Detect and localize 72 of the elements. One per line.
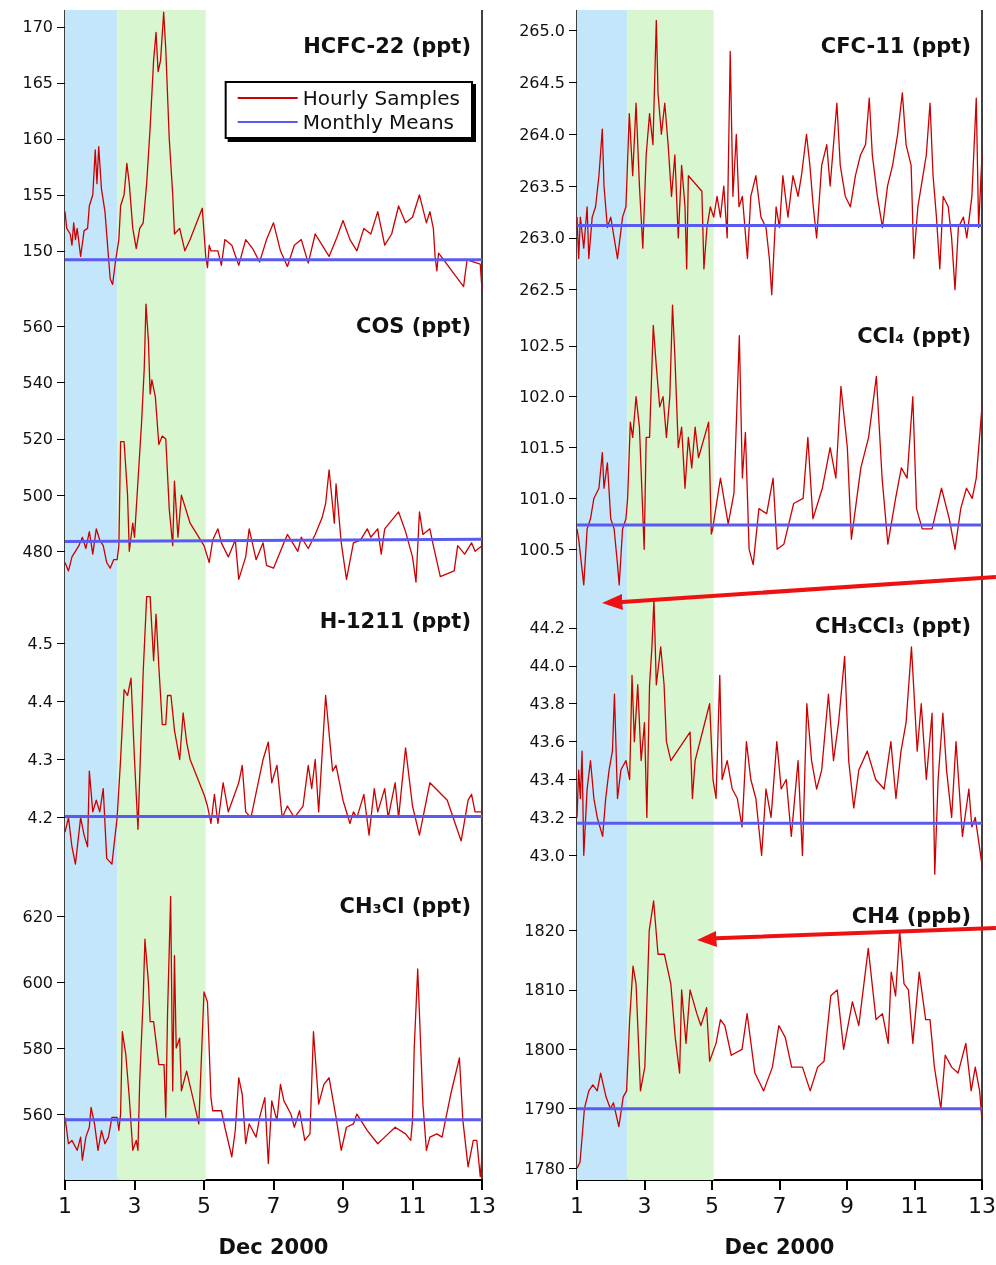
text: CH4 (ppb) (851, 903, 971, 928)
y-tick-label: 480 (22, 541, 53, 561)
x-tick-label: 3 (127, 1192, 142, 1218)
x-tick-label: 11 (900, 1192, 929, 1218)
text: CCl₄ (ppt) (857, 323, 972, 348)
y-tick-label: 43.2 (529, 807, 565, 827)
text: CH₃CCl₃ (ppt) (814, 613, 971, 638)
y-tick-label: 43.0 (529, 845, 565, 865)
x-tick-label: 5 (705, 1192, 719, 1218)
y-tick-label: 265.0 (519, 21, 565, 41)
y-tick-label: 101.5 (519, 438, 565, 458)
x-tick-label: 11 (398, 1192, 427, 1218)
x-tick-label: 3 (637, 1192, 652, 1218)
y-tick-label: 1780 (524, 1158, 565, 1178)
y-tick-label: 44.0 (529, 656, 565, 676)
text: CH₃Cl (ppt) (339, 893, 471, 918)
y-tick-label: 4.3 (27, 749, 53, 769)
y-tick-label: 1800 (524, 1039, 565, 1059)
text: COS (ppt) (356, 313, 471, 338)
y-tick-label: 500 (22, 485, 53, 505)
y-tick-label: 100.5 (519, 539, 565, 559)
y-tick-label: 4.4 (27, 691, 53, 711)
y-tick-label: 160 (22, 129, 53, 149)
line-series (64, 303, 483, 583)
y-tick-label: 520 (22, 429, 53, 449)
line-series (576, 19, 983, 296)
x-tick-label: 5 (197, 1192, 211, 1218)
y-tick-label: 165 (22, 73, 53, 93)
y-tick-label: 1790 (524, 1099, 565, 1119)
x-axis-title: Dec 2000 (724, 1234, 835, 1259)
line-series (576, 304, 983, 586)
y-tick-label: 155 (22, 185, 53, 205)
y-tick-label: 1820 (524, 920, 565, 940)
x-tick-label: 9 (840, 1192, 854, 1218)
line-series (576, 900, 983, 1169)
text: CFC-11 (ppt) (820, 33, 971, 58)
y-tick-label: 150 (22, 241, 53, 261)
y-tick-label: 620 (22, 906, 53, 926)
x-tick-label: 7 (772, 1192, 787, 1218)
y-tick-label: 170 (22, 17, 53, 37)
y-tick-label: 262.5 (519, 280, 565, 300)
y-tick-label: 263.0 (519, 228, 565, 248)
y-tick-label: 264.0 (519, 124, 565, 144)
y-tick-label: 43.8 (529, 694, 565, 714)
x-tick-label: 7 (266, 1192, 281, 1218)
y-tick-label: 4.2 (27, 808, 53, 828)
x-tick-label: 13 (468, 1192, 496, 1218)
y-tick-label: 560 (22, 1104, 53, 1124)
legend-label: Monthly Means (302, 110, 455, 134)
x-tick-label: 9 (336, 1192, 350, 1218)
line-series (64, 595, 483, 865)
y-tick-label: 4.5 (27, 633, 53, 653)
x-axis-title: Dec 2000 (218, 1234, 329, 1259)
y-tick-label: 102.0 (519, 387, 565, 407)
y-tick-label: 263.5 (519, 176, 565, 196)
y-tick-label: 102.5 (519, 336, 565, 356)
y-tick-label: 560 (22, 317, 53, 337)
y-tick-label: 580 (22, 1038, 53, 1058)
text: H-1211 (ppt) (319, 608, 472, 633)
y-tick-label: 540 (22, 373, 53, 393)
x-tick-label: 13 (968, 1192, 996, 1218)
x-tick-label: 1 (570, 1192, 584, 1218)
text: HCFC-22 (ppt) (303, 33, 472, 58)
y-tick-label: 600 (22, 972, 53, 992)
legend-label: Hourly Samples (302, 86, 461, 110)
y-tick-label: 43.6 (529, 732, 565, 752)
y-tick-label: 1810 (524, 980, 565, 1000)
y-tick-label: 264.5 (519, 73, 565, 92)
y-tick-label: 101.0 (519, 488, 565, 508)
x-tick-label: 1 (58, 1192, 72, 1218)
y-tick-label: 43.4 (529, 770, 565, 790)
y-tick-label: 44.2 (529, 618, 565, 638)
